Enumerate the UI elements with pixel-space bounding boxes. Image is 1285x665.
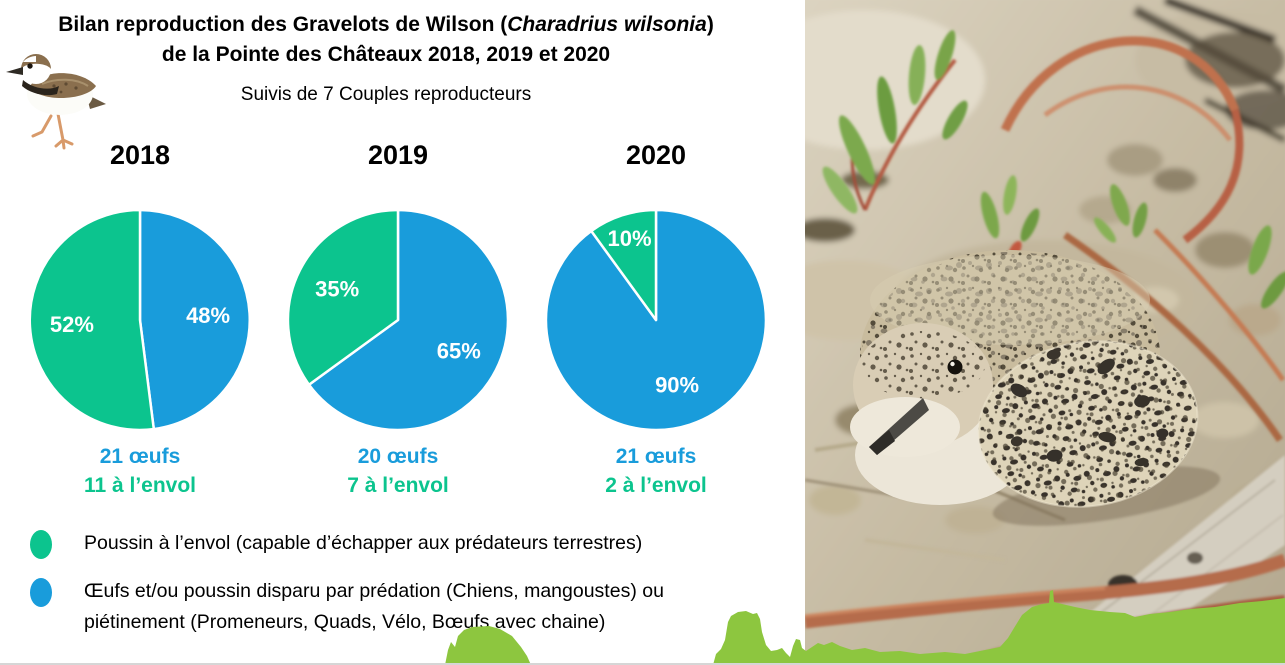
year-heading: 2020 — [625, 140, 687, 170]
chart-column-2019: 2019 65% 35% 20 œufs 7 à l’envol — [273, 140, 523, 500]
legend-item-fledged: Poussin à l’envol (capable d’échapper au… — [30, 528, 770, 559]
bottom-divider-line — [0, 663, 1285, 665]
slide-title-line1: Bilan reproduction des Gravelots de Wils… — [30, 10, 742, 40]
caption-eggs: 20 œufs — [357, 445, 439, 468]
caption-fledged: 11 à l’envol — [83, 474, 197, 497]
chart-column-2018: 2018 48% 52% 21 œufs 11 à l’envol — [15, 140, 265, 500]
title-block: Bilan reproduction des Gravelots de Wils… — [30, 10, 742, 106]
year-heading: 2018 — [109, 140, 171, 170]
title-suffix: ) — [706, 13, 714, 36]
chick-eye — [947, 359, 963, 375]
wilson-plover-illustration — [6, 54, 106, 150]
plover-drawing — [6, 54, 106, 150]
photo-egg — [977, 340, 1221, 526]
pie-percent-label: 65% — [437, 339, 481, 364]
pie-percent-label: 52% — [50, 312, 94, 337]
pie-slice — [590, 208, 658, 322]
pie-percent-label: 10% — [607, 226, 651, 251]
slide-title-line2: de la Pointe des Châteaux 2018, 2019 et … — [161, 43, 611, 66]
chart-column-2020: 2020 90% 10% 21 œufs 2 à l’envol — [531, 140, 781, 500]
year-heading: 2019 — [367, 140, 429, 170]
caption-fledged: 7 à l’envol — [347, 474, 449, 497]
legend-swatch-blue — [30, 578, 52, 607]
caption-fledged: 2 à l’envol — [605, 474, 707, 497]
legend: Poussin à l’envol (capable d’échapper au… — [30, 528, 770, 655]
pie-slice — [28, 208, 156, 432]
pie-chart-2019: 65% 35% — [286, 208, 510, 432]
legend-label: Poussin à l’envol (capable d’échapper au… — [84, 532, 643, 554]
legend-swatch-green — [30, 530, 52, 559]
title-prefix: Bilan reproduction des Gravelots de Wils… — [58, 13, 508, 36]
pie-chart-2018: 48% 52% — [28, 208, 251, 432]
legend-label: Œufs et/ou poussin disparu par prédation… — [84, 580, 664, 633]
pie-slice — [138, 208, 251, 431]
caption-eggs: 21 œufs — [99, 445, 181, 468]
slide-subtitle: Suivis de 7 Couples reproducteurs — [240, 84, 532, 105]
photo-plants-twigs — [805, 30, 1285, 562]
photo-chick — [850, 250, 1160, 505]
pie-slice — [307, 208, 510, 432]
caption-eggs: 21 œufs — [615, 445, 697, 468]
pie-chart-2020: 90% 10% — [544, 208, 768, 432]
pie-slice — [286, 208, 400, 386]
species-name-italic: Charadrius wilsonia — [507, 13, 707, 36]
legend-item-lost: Œufs et/ou poussin disparu par prédation… — [30, 576, 770, 638]
photo-plover-chick-and-egg — [805, 0, 1285, 665]
pie-percent-label: 48% — [186, 303, 230, 328]
pie-percent-label: 35% — [315, 277, 359, 302]
pie-percent-label: 90% — [655, 372, 699, 397]
